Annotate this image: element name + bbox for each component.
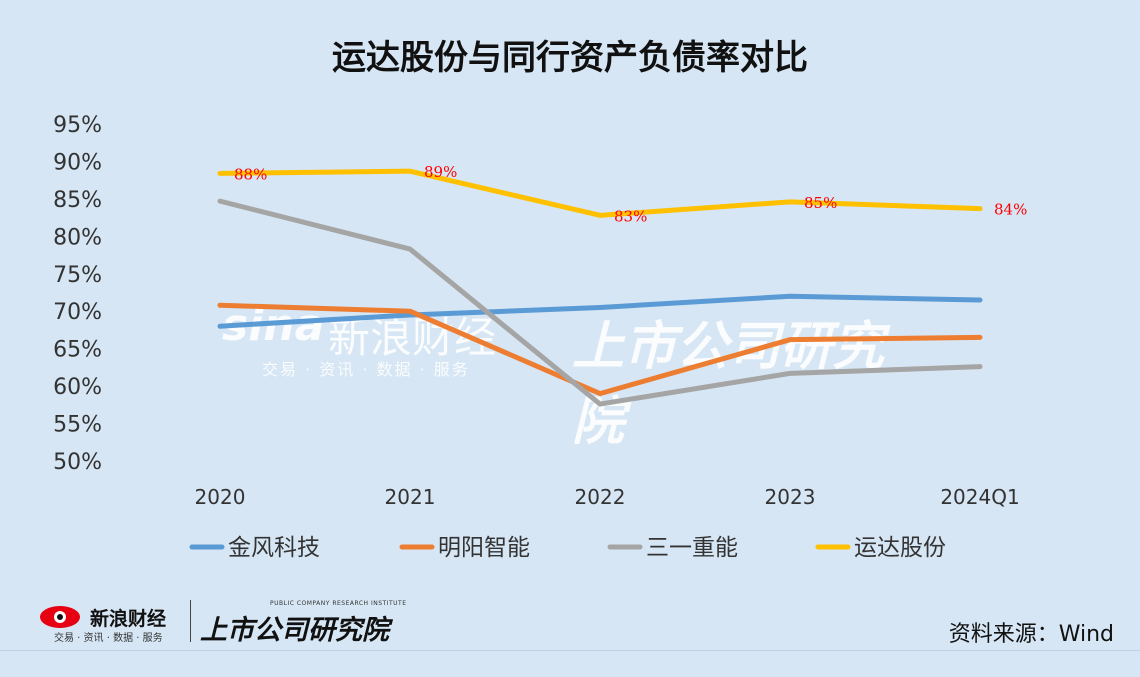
y-tick-label: 55% [53, 413, 102, 438]
sina-finance-logo: 新浪财经 交易 · 资讯 · 数据 · 服务 [38, 602, 188, 644]
series-line-2 [217, 302, 983, 397]
data-source: 资料来源：Wind [948, 622, 1114, 647]
sina-finance-sub: 交易 · 资讯 · 数据 · 服务 [54, 633, 163, 644]
series-line-1 [217, 293, 983, 329]
series-line-4 [217, 168, 983, 218]
institute-logo: PUBLIC COMPANY RESEARCH INSTITUTE 上市公司研究… [200, 600, 406, 646]
data-label: 83% [614, 207, 647, 225]
institute-cn-name: 上市公司研究院 [200, 615, 389, 646]
sina-finance-name: 新浪财经 [90, 608, 167, 630]
legend-label: 运达股份 [854, 535, 946, 561]
footer-divider [0, 650, 1140, 651]
x-tick-label: 2021 [385, 485, 436, 509]
y-tick-label: 85% [53, 188, 102, 213]
brand-divider [190, 600, 191, 642]
y-tick-label: 65% [53, 338, 102, 363]
series-line-3 [217, 198, 983, 407]
x-tick-label: 2023 [765, 485, 816, 509]
x-tick-label: 2024Q1 [940, 485, 1019, 509]
legend-label: 三一重能 [646, 535, 738, 561]
x-tick-label: 2020 [195, 485, 246, 509]
sina-eye-icon [40, 606, 80, 628]
chart-title: 运达股份与同行资产负债率对比 [332, 38, 808, 78]
y-tick-label: 80% [53, 225, 102, 250]
y-tick-label: 75% [53, 263, 102, 288]
y-tick-label: 90% [53, 150, 102, 175]
line-chart: 50% 55% 60% 65% 70% 75% 80% 85% 90% 95% 2020 2021 20… [53, 113, 1027, 561]
data-label: 84% [994, 201, 1027, 219]
data-label: 89% [424, 163, 457, 181]
x-tick-label: 2022 [575, 485, 626, 509]
y-tick-label: 50% [53, 450, 102, 475]
data-label: 88% [234, 165, 267, 183]
y-tick-label: 70% [53, 300, 102, 325]
y-tick-label: 60% [53, 375, 102, 400]
institute-en-name: PUBLIC COMPANY RESEARCH INSTITUTE [270, 600, 407, 607]
legend-label: 明阳智能 [438, 535, 530, 561]
data-label: 85% [804, 194, 837, 212]
y-tick-label: 95% [53, 113, 102, 138]
legend-label: 金风科技 [228, 535, 320, 561]
watermark-sina-sub: 交易 · 资讯 · 数据 · 服务 [262, 360, 470, 379]
